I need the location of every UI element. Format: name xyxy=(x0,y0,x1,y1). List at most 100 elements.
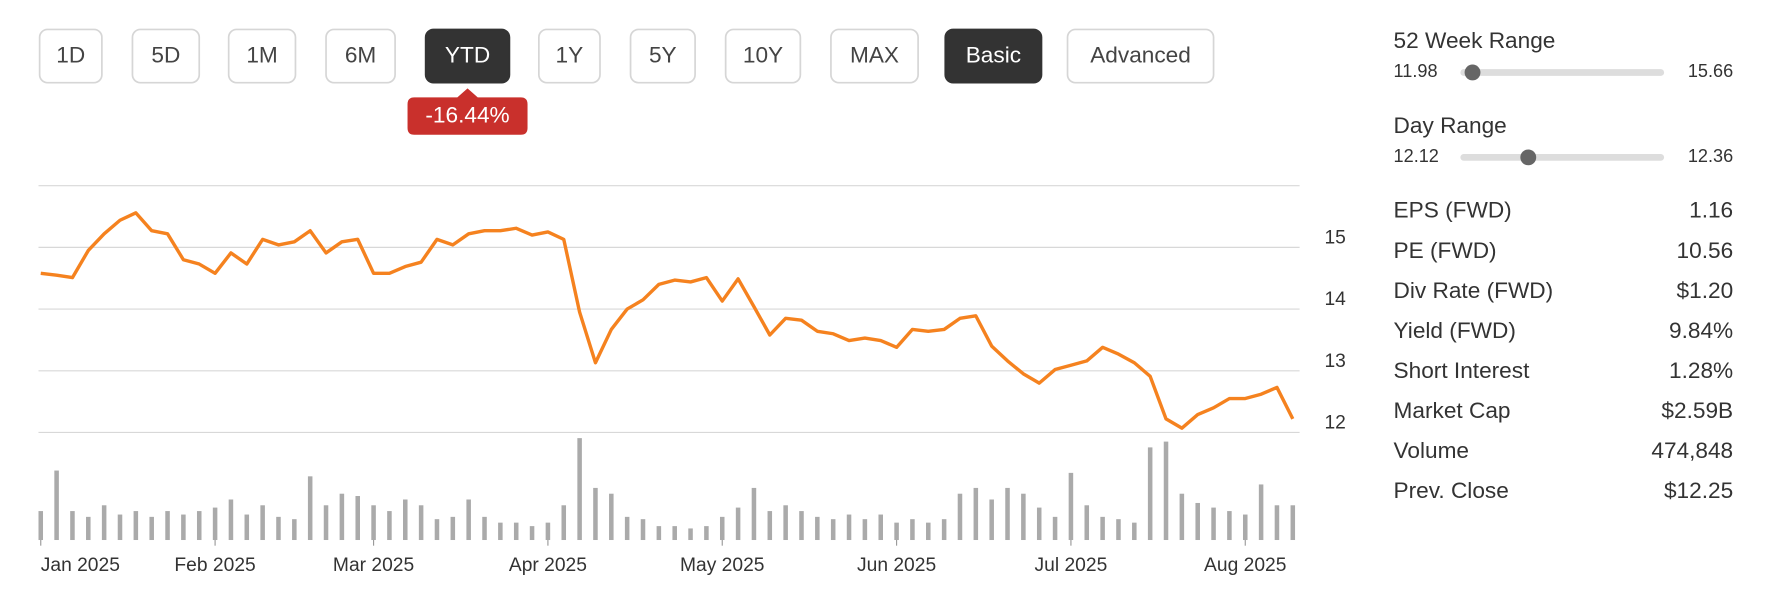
range-button[interactable] xyxy=(724,28,802,84)
volume-bar xyxy=(815,516,820,541)
view-button-label[interactable]: Advanced xyxy=(1090,43,1191,68)
range-button[interactable] xyxy=(325,28,396,84)
stat-value: 1.28% xyxy=(1669,358,1733,383)
volume-bar xyxy=(799,511,804,541)
volume-bar xyxy=(878,514,883,541)
range-button[interactable] xyxy=(227,28,297,84)
volume-bar xyxy=(1179,493,1185,541)
range-button-label[interactable]: 5Y xyxy=(649,43,677,68)
volume-bar xyxy=(434,519,440,541)
volume-bar xyxy=(212,507,218,541)
volume-bar xyxy=(973,487,979,541)
x-tick-label: Aug 2025 xyxy=(1204,555,1286,576)
stat-label: Volume xyxy=(1394,438,1469,463)
view-button[interactable] xyxy=(1066,28,1215,84)
volume-bar xyxy=(1100,516,1105,541)
volume-bar xyxy=(482,516,487,541)
range-button[interactable] xyxy=(538,28,601,84)
volume-bar xyxy=(117,514,123,541)
volume-bar xyxy=(181,514,186,541)
stat-label: PE (FWD) xyxy=(1394,238,1497,263)
x-tick-label: Jan 2025 xyxy=(41,555,120,576)
volume-bar xyxy=(196,511,202,541)
range-button-label[interactable]: 1D xyxy=(56,43,85,68)
stat-label: Market Cap xyxy=(1394,398,1511,423)
range-button[interactable] xyxy=(131,28,201,84)
volume-bar xyxy=(371,505,376,541)
volume-bar xyxy=(260,505,265,541)
range-label: 52 Week Range xyxy=(1394,28,1556,53)
range-button-label[interactable]: 1M xyxy=(246,43,277,68)
price-line xyxy=(40,211,1295,430)
range-button-label[interactable]: 1Y xyxy=(556,43,584,68)
volume-bar xyxy=(704,526,709,541)
volume-bar xyxy=(894,522,899,541)
x-tick-label: May 2025 xyxy=(680,555,764,576)
stat-label: Short Interest xyxy=(1394,358,1531,383)
volume-bar xyxy=(1211,507,1216,541)
range-button[interactable] xyxy=(38,28,103,84)
volume-bar xyxy=(1116,519,1121,541)
volume-bar xyxy=(1195,502,1200,541)
range-button[interactable] xyxy=(629,28,696,84)
volume-bar xyxy=(862,519,868,541)
volume-bar xyxy=(1005,487,1010,541)
stat-value: $1.20 xyxy=(1677,278,1734,303)
volume-bar xyxy=(1068,472,1074,541)
range-button[interactable] xyxy=(830,28,919,84)
view-button-label[interactable]: Basic xyxy=(966,43,1021,68)
range-track xyxy=(1460,69,1665,76)
volume-bar xyxy=(656,526,662,541)
volume-bar xyxy=(577,438,582,541)
volume-bar xyxy=(355,496,360,541)
range-button-label[interactable]: 5D xyxy=(151,43,180,68)
volume-bar xyxy=(86,516,91,541)
volume-bar xyxy=(418,505,424,541)
volume-bar xyxy=(1290,505,1296,541)
stat-label: Yield (FWD) xyxy=(1394,318,1516,343)
volume-bar xyxy=(624,516,630,541)
volume-bar xyxy=(1147,447,1153,541)
volume-bar xyxy=(228,499,234,541)
stat-value: 9.84% xyxy=(1669,318,1733,343)
y-tick-label: 12 xyxy=(1324,412,1345,433)
volume-bar xyxy=(640,519,646,541)
range-button-label[interactable]: MAX xyxy=(850,43,899,68)
volume-bar xyxy=(1132,522,1137,541)
range-button-label[interactable]: YTD xyxy=(445,43,490,68)
volume-bar xyxy=(244,514,250,541)
stat-label: Prev. Close xyxy=(1394,478,1509,503)
x-tick-label: Apr 2025 xyxy=(509,555,587,576)
volume-bar xyxy=(101,505,107,541)
view-button[interactable] xyxy=(944,28,1043,84)
volume-bar xyxy=(735,507,741,541)
stat-label: EPS (FWD) xyxy=(1394,198,1512,223)
volume-bar xyxy=(910,519,915,541)
stat-value: $12.25 xyxy=(1664,478,1733,503)
volume-bar xyxy=(1052,516,1058,541)
x-tick-label: Mar 2025 xyxy=(333,555,414,576)
range-button-label[interactable]: 6M xyxy=(345,43,376,68)
stat-label: Div Rate (FWD) xyxy=(1394,278,1554,303)
stat-value: 10.56 xyxy=(1677,238,1734,263)
y-tick-label: 14 xyxy=(1324,289,1346,310)
volume-bar xyxy=(751,487,757,541)
range-high: 12.36 xyxy=(1688,146,1733,166)
volume-bar xyxy=(767,511,773,541)
volume-bar xyxy=(1258,484,1264,541)
x-tick-label: Jun 2025 xyxy=(857,555,936,576)
volume-bar xyxy=(133,511,139,541)
volume-bar xyxy=(54,470,59,541)
volume-bar xyxy=(323,505,329,541)
volume-bar xyxy=(529,526,535,541)
volume-bar xyxy=(292,519,297,541)
volume-bar xyxy=(450,516,456,541)
volume-bar xyxy=(672,526,677,541)
badge xyxy=(407,88,528,135)
x-tick-label: Jul 2025 xyxy=(1035,555,1108,576)
y-tick-label: 13 xyxy=(1324,351,1345,372)
range-low: 11.98 xyxy=(1394,61,1438,81)
range-button[interactable] xyxy=(424,28,511,84)
range-button-label[interactable]: 10Y xyxy=(743,43,783,68)
volume-bar xyxy=(957,493,963,541)
